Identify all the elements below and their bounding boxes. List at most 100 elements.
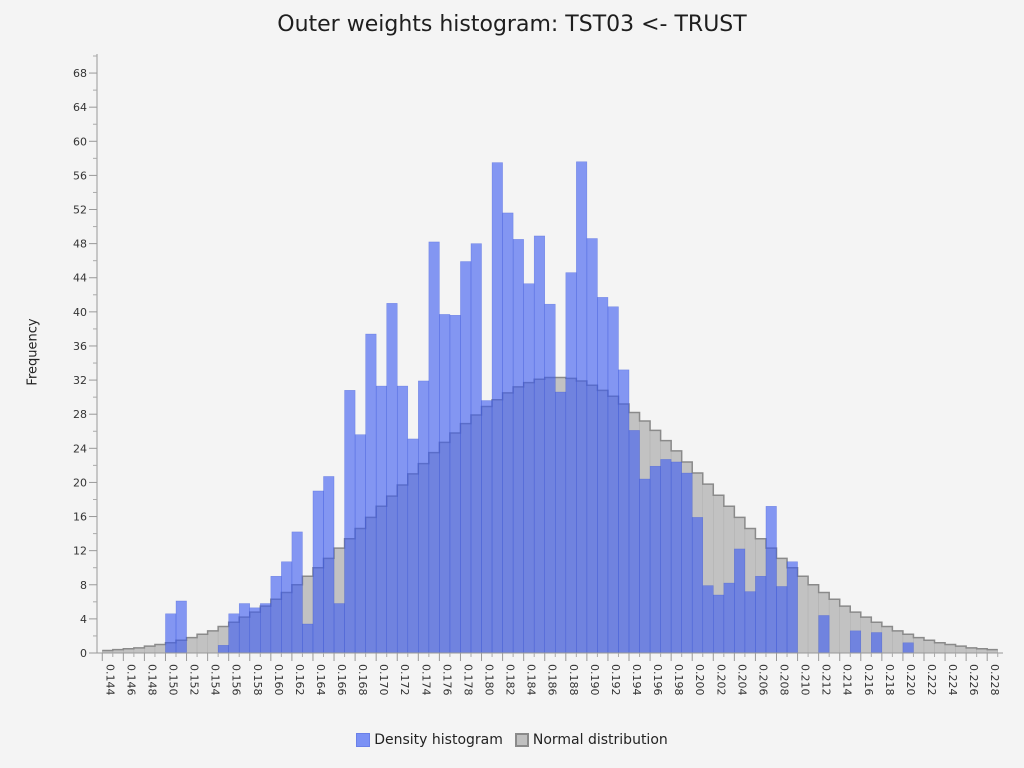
density-bar [576,161,588,654]
x-tick-label: 0.150 [166,664,179,696]
density-bar [375,385,387,654]
density-bar [270,575,282,654]
x-tick-label: 0.152 [188,664,201,696]
x-tick-label: 0.226 [967,664,980,696]
density-bar [439,314,451,654]
density-bar [871,632,883,654]
y-tick-label: 12 [73,545,87,558]
x-tick-label: 0.224 [946,664,959,696]
density-bar [512,239,524,654]
x-tick-label: 0.220 [904,664,917,696]
y-tick-label: 4 [80,613,87,626]
chart-title: Outer weights histogram: TST03 <- TRUST [277,12,747,37]
normal-bar [807,584,819,654]
y-tick-label: 8 [80,579,87,592]
density-bar [323,476,335,654]
legend-item-density[interactable]: Density histogram [356,732,503,748]
density-bar [228,613,240,654]
density-histogram-series [165,161,914,654]
density-bar [691,517,704,654]
x-tick-label: 0.174 [419,664,432,696]
x-tick-label: 0.216 [862,664,875,696]
density-bar [586,238,598,654]
density-bar [618,369,630,654]
density-bar [312,490,324,654]
x-tick-label: 0.186 [546,664,559,696]
y-tick-label: 32 [73,374,87,387]
normal-bar [186,637,198,654]
density-bar [428,241,440,654]
density-bar [165,613,177,654]
x-tick-label: 0.178 [461,664,474,696]
y-tick-label: 16 [73,511,87,524]
density-bar [386,303,398,654]
x-tick-label: 0.146 [124,664,137,696]
x-tick-label: 0.160 [272,664,285,696]
x-tick-label: 0.204 [735,664,748,696]
x-tick-label: 0.154 [209,664,222,696]
x-tick-label: 0.158 [251,664,264,696]
x-tick-label: 0.190 [588,664,601,696]
x-tick-label: 0.196 [651,664,664,696]
density-bar [291,531,303,654]
x-tick-label: 0.218 [883,664,896,696]
y-tick-label: 48 [73,238,87,251]
density-bar [786,561,798,654]
density-bar [175,600,187,654]
x-tick-label: 0.214 [841,664,854,696]
density-bar [523,283,535,654]
density-bar [533,235,545,654]
density-bar [555,391,567,654]
density-bar [544,303,556,654]
normal-bar [955,645,967,654]
x-tick-label: 0.208 [778,664,791,696]
density-bar [818,615,830,654]
y-tick-label: 64 [73,101,87,114]
x-tick-label: 0.202 [714,664,727,696]
y-tick-label: 60 [73,135,87,148]
normal-bar [923,639,935,654]
density-bar [260,603,272,654]
density-bar [660,459,672,654]
y-tick-label: 20 [73,476,87,489]
normal-bar [944,644,956,654]
normal-bar [828,599,840,654]
density-bar [723,582,735,654]
y-tick-label: 0 [80,647,87,660]
x-tick-label: 0.228 [988,664,1001,696]
density-bar [607,306,619,654]
density-bar [396,385,409,654]
normal-bar [965,647,977,654]
x-tick-label: 0.168 [356,664,369,696]
density-bar [344,390,356,654]
density-bar [491,162,503,654]
x-tick-label: 0.212 [820,664,833,696]
x-tick-label: 0.162 [293,664,306,696]
density-bar [755,575,767,654]
x-tick-label: 0.210 [799,664,812,696]
density-bar [902,642,914,654]
y-tick-label: 28 [73,408,87,421]
density-bar [481,400,493,654]
y-tick-label: 52 [73,204,87,217]
x-tick-label: 0.164 [314,664,327,696]
normal-bar [207,630,219,654]
legend-label-density: Density histogram [374,732,503,748]
x-tick-label: 0.170 [377,664,390,696]
legend-item-normal[interactable]: Normal distribution [514,732,668,748]
density-bar [670,461,682,654]
density-bar [744,591,756,654]
density-bar [597,297,609,654]
y-tick-label: 44 [73,272,87,285]
legend: Density histogram Normal distribution [0,732,1024,748]
density-bar [639,478,651,654]
x-tick-label: 0.194 [630,664,643,696]
normal-bar [144,645,156,654]
legend-label-normal: Normal distribution [532,732,668,748]
normal-bar [797,575,809,654]
density-bar [713,594,725,654]
density-bar [765,506,777,654]
normal-bar [934,642,946,654]
x-tick-label: 0.144 [103,664,116,696]
